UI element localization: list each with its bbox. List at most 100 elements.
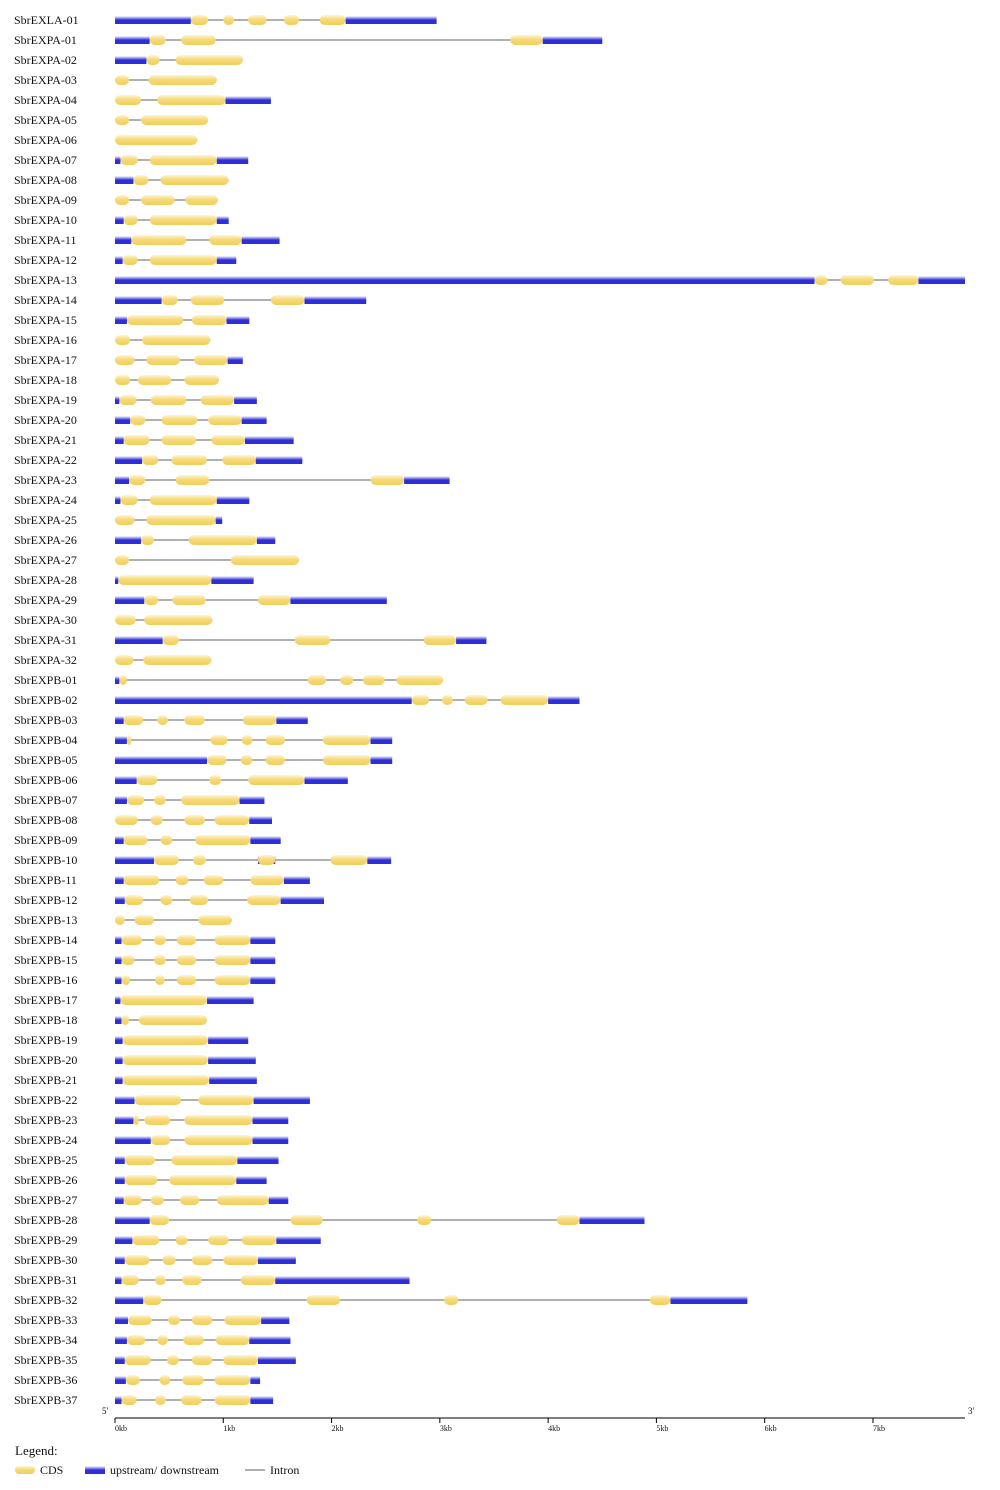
gene-row: SbrEXPA-08 — [14, 173, 229, 187]
cds-exon — [149, 255, 217, 265]
gene-row: SbrEXPB-21 — [14, 1073, 257, 1087]
gene-name-label: SbrEXPA-22 — [14, 453, 77, 467]
cds-exon — [203, 875, 224, 885]
cds-exon — [149, 1215, 170, 1225]
gene-row: SbrEXPB-05 — [14, 753, 393, 767]
cds-exon — [340, 675, 354, 685]
cds-exon — [192, 855, 206, 865]
gene-name-label: SbrEXPB-36 — [14, 1373, 77, 1387]
gene-row: SbrEXPA-32 — [14, 653, 212, 667]
cds-exon — [208, 1235, 229, 1245]
utr-segment — [115, 1376, 126, 1384]
utr-segment — [115, 1256, 125, 1264]
cds-exon — [362, 675, 385, 685]
genes-layer: SbrEXLA-01 SbrEXPA-01 SbrEXPA-02 SbrEXPA-03… — [14, 13, 965, 1407]
gene-row: SbrEXPB-08 — [14, 813, 273, 827]
cds-exon — [115, 555, 130, 565]
utr-segment — [918, 276, 965, 284]
cds-exon — [464, 695, 488, 705]
cds-exon — [130, 415, 146, 425]
gene-row: SbrEXPA-09 — [14, 193, 218, 207]
gene-name-label: SbrEXPB-09 — [14, 833, 77, 847]
cds-exon — [133, 175, 149, 185]
gene-row: SbrEXPA-31 — [14, 633, 487, 647]
gene-name-label: SbrEXPB-23 — [14, 1113, 77, 1127]
cds-exon — [265, 735, 285, 745]
cds-exon — [181, 1395, 202, 1405]
gene-name-label: SbrEXPA-07 — [14, 153, 77, 167]
gene-row: SbrEXPA-17 — [14, 353, 243, 367]
gene-name-label: SbrEXPB-20 — [14, 1053, 77, 1067]
utr-segment — [115, 436, 124, 444]
gene-row: SbrEXPB-12 — [14, 893, 324, 907]
cds-exon — [155, 1275, 166, 1285]
cds-exon — [168, 1315, 180, 1325]
gene-name-label: SbrEXPA-01 — [14, 33, 77, 47]
cds-exon — [120, 155, 138, 165]
cds-exon — [162, 1255, 176, 1265]
utr-segment — [115, 276, 815, 284]
three-prime-label: 3' — [968, 1406, 975, 1416]
gene-name-label: SbrEXPB-21 — [14, 1073, 77, 1087]
cds-exon — [144, 615, 213, 625]
gene-name-label: SbrEXPB-08 — [14, 813, 77, 827]
utr-segment — [276, 716, 308, 724]
cds-exon — [241, 735, 253, 745]
cds-exon — [115, 615, 136, 625]
gene-name-label: SbrEXPA-28 — [14, 573, 77, 587]
gene-row: SbrEXPA-14 — [14, 293, 367, 307]
utr-segment — [542, 36, 603, 44]
utr-segment — [115, 576, 119, 584]
gene-name-label: SbrEXPB-13 — [14, 913, 77, 927]
gene-name-label: SbrEXPB-33 — [14, 1313, 77, 1327]
utr-segment — [276, 1236, 321, 1244]
cds-exon — [181, 795, 240, 805]
gene-name-label: SbrEXPA-13 — [14, 273, 77, 287]
cds-exon — [142, 455, 159, 465]
gene-row: SbrEXPA-27 — [14, 553, 300, 567]
utr-segment — [115, 676, 120, 684]
cds-exon — [184, 815, 205, 825]
legend-cds-swatch — [15, 1466, 35, 1474]
cds-exon — [146, 55, 160, 65]
gene-row: SbrEXPB-31 — [14, 1273, 410, 1287]
cds-exon — [119, 395, 137, 405]
cds-exon — [184, 1135, 253, 1145]
cds-exon — [210, 735, 228, 745]
utr-segment — [115, 316, 127, 324]
gene-name-label: SbrEXPA-17 — [14, 353, 77, 367]
utr-segment — [250, 936, 276, 944]
utr-segment — [115, 716, 124, 724]
cds-exon — [500, 695, 549, 705]
cds-exon — [191, 1355, 213, 1365]
gene-row: SbrEXPA-11 — [14, 233, 280, 247]
gene-row: SbrEXPA-16 — [14, 333, 211, 347]
gene-name-label: SbrEXPA-27 — [14, 553, 77, 567]
utr-segment — [226, 316, 250, 324]
cds-exon — [191, 315, 227, 325]
gene-name-label: SbrEXPB-16 — [14, 973, 77, 987]
utr-segment — [275, 1276, 410, 1284]
cds-exon — [840, 275, 875, 285]
gene-name-label: SbrEXPA-25 — [14, 513, 77, 527]
utr-segment — [250, 1396, 274, 1404]
gene-row: SbrEXLA-01 — [14, 13, 437, 27]
cds-exon — [319, 15, 346, 25]
utr-segment — [115, 836, 124, 844]
gene-row: SbrEXPB-07 — [14, 793, 265, 807]
utr-segment — [115, 1196, 124, 1204]
cds-exon — [126, 315, 184, 325]
gene-row: SbrEXPA-19 — [14, 393, 257, 407]
cds-exon — [195, 835, 251, 845]
cds-exon — [814, 275, 828, 285]
gene-row: SbrEXPA-18 — [14, 373, 219, 387]
gene-name-label: SbrEXPB-14 — [14, 933, 77, 947]
utr-segment — [216, 216, 229, 224]
cds-exon — [175, 875, 189, 885]
utr-segment — [345, 16, 437, 24]
cds-exon — [122, 1075, 210, 1085]
legend-title: Legend: — [15, 1443, 58, 1458]
cds-exon — [124, 1255, 150, 1265]
gene-row: SbrEXPA-15 — [14, 313, 250, 327]
cds-exon — [149, 215, 217, 225]
